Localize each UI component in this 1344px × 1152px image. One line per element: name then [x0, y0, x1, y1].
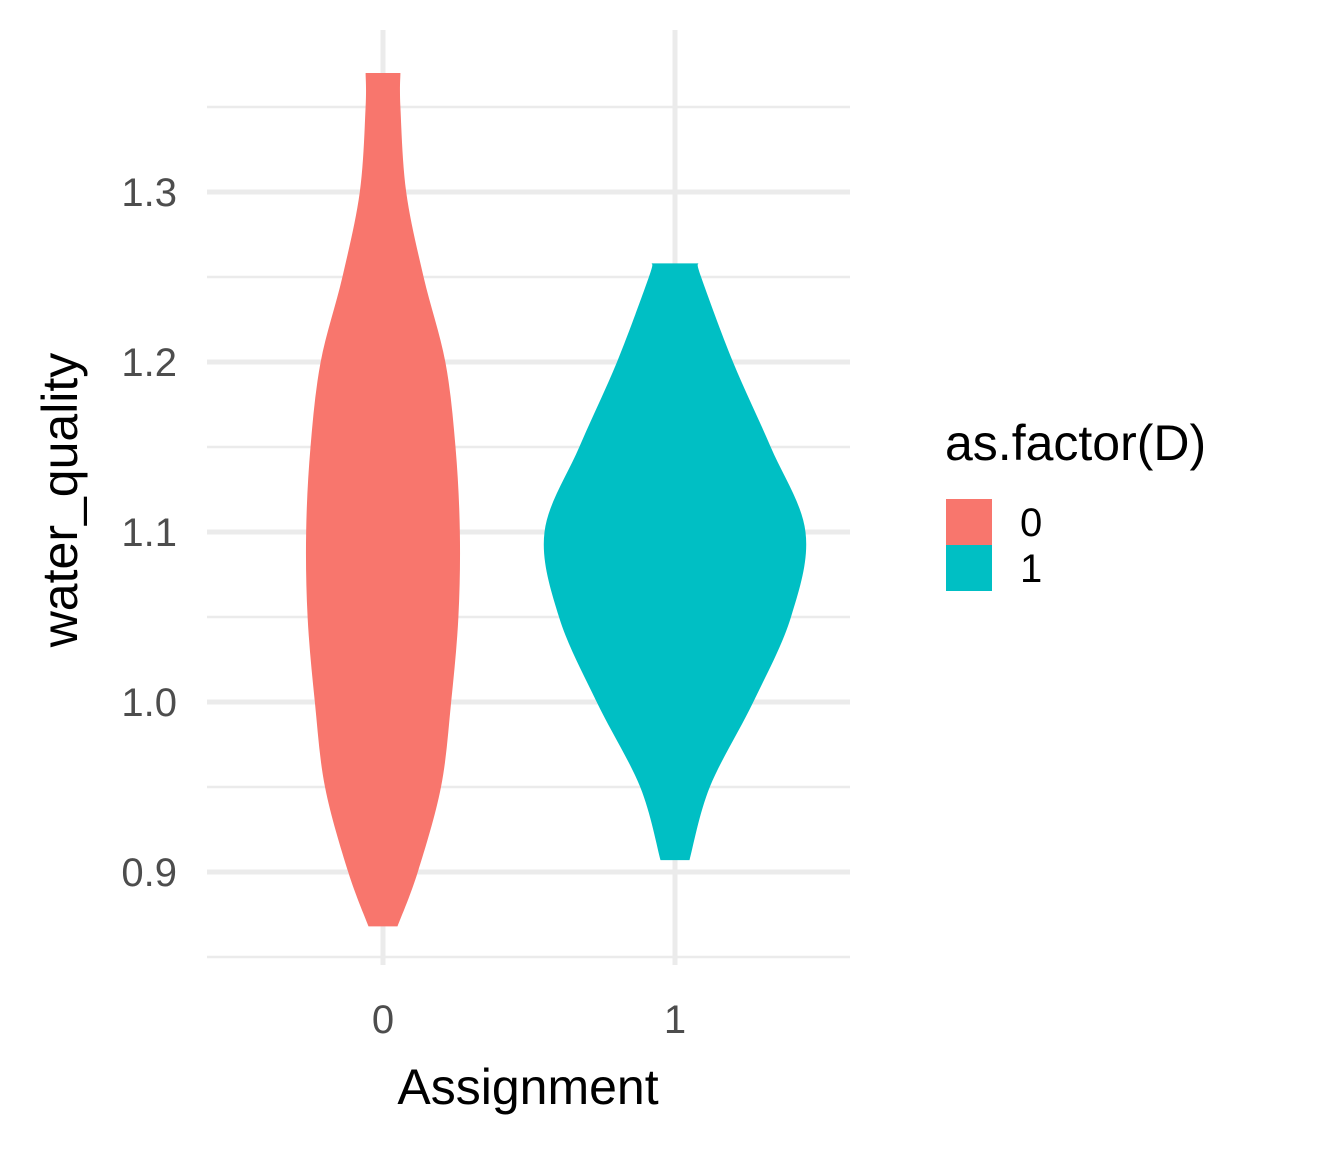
- y-tick-label: 0.9: [121, 851, 177, 895]
- x-tick-label: 1: [664, 998, 686, 1042]
- legend: as.factor(D) 01: [945, 415, 1206, 591]
- y-tick-label: 1.3: [121, 171, 177, 215]
- violin-1: [543, 263, 807, 861]
- legend-label-0: 0: [1020, 501, 1042, 545]
- y-axis-title: water_quality: [32, 353, 88, 649]
- axis-tick-labels: 0.9 1.0 1.1 1.2 1.3 0 1: [121, 171, 686, 1042]
- violins: [305, 73, 807, 927]
- legend-key-0: [946, 499, 992, 545]
- y-tick-label: 1.2: [121, 341, 177, 385]
- x-axis-title: Assignment: [397, 1059, 658, 1115]
- violin-0: [305, 73, 461, 927]
- legend-key-1: [946, 545, 992, 591]
- y-tick-label: 1.0: [121, 681, 177, 725]
- x-tick-label: 0: [372, 998, 394, 1042]
- y-tick-label: 1.1: [121, 511, 177, 555]
- legend-title: as.factor(D): [945, 415, 1206, 471]
- legend-label-1: 1: [1020, 547, 1042, 591]
